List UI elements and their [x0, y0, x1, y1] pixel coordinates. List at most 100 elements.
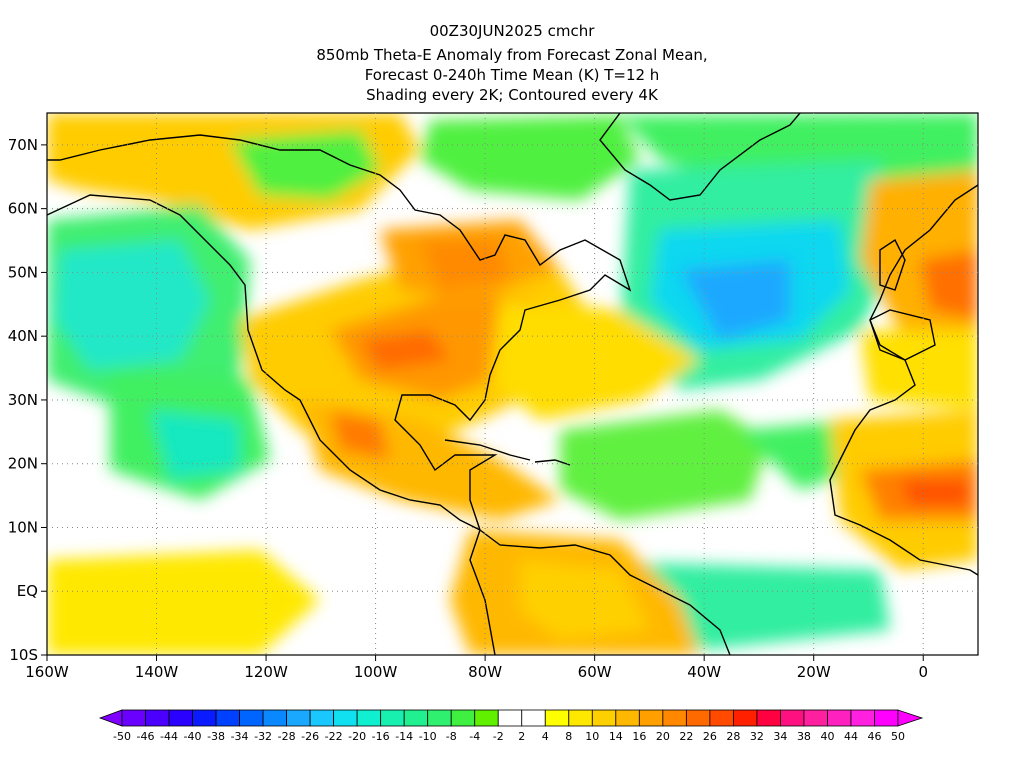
colorbar-label: 40 [820, 730, 834, 743]
colorbar-swatch [309, 709, 335, 727]
north-america-coast [47, 134, 632, 531]
lon-tick-label: 120W [244, 663, 288, 681]
hispaniola-coast [534, 459, 571, 466]
colorbar-swatch [662, 709, 687, 727]
theta-e-anomaly-shading [47, 113, 978, 655]
colorbar-label: 50 [891, 730, 905, 743]
lon-tick-label: 80W [468, 663, 502, 681]
colorbar-label: 26 [703, 730, 717, 743]
lon-tick-label: 140W [135, 663, 179, 681]
colorbar-swatch [756, 709, 781, 727]
lat-tick-label: 60N [8, 200, 38, 218]
colorbar-label: -8 [446, 730, 457, 743]
africa-europe-coast [829, 184, 978, 576]
colorbar-label: 46 [867, 730, 881, 743]
lat-lon-gridlines [47, 113, 978, 655]
title-line-3: Forecast 0-240h Time Mean (K) T=12 h [364, 66, 660, 84]
lon-tick-label: 100W [354, 663, 398, 681]
title-line-1: 00Z30JUN2025 cmchr [429, 22, 595, 40]
colorbar-swatch [474, 709, 499, 727]
colorbar: -50 -46 -44 -40 -38 -34 -32 -28 -26 -22 -20 -16 -14-… [98, 709, 924, 743]
colorbar-label: -10 [419, 730, 437, 743]
colorbar-label: -40 [184, 730, 202, 743]
iberia-coast [869, 309, 936, 361]
colorbar-label: 16 [632, 730, 646, 743]
colorbar-swatch [168, 709, 193, 727]
colorbar-swatch [286, 709, 311, 727]
longitude-axis: 160W 140W 120W 100W 80W 60W 40W 20W 0 [25, 655, 928, 681]
map-frame [46, 112, 979, 656]
colorbar-swatch [732, 709, 758, 727]
colorbar-right-arrow [897, 709, 924, 727]
colorbar-swatch [780, 709, 805, 727]
colorbar-label: -4 [469, 730, 480, 743]
latitude-axis: 10S EQ 10N 20N 30N 40N 50N 60N 70N [8, 136, 47, 664]
colorbar-label: -26 [301, 730, 319, 743]
lat-tick-label: 50N [8, 263, 38, 281]
colorbar-swatch [262, 709, 288, 727]
colorbar-label: 22 [679, 730, 693, 743]
colorbar-swatch [450, 709, 476, 727]
colorbar-label: -22 [325, 730, 343, 743]
colorbar-swatch [827, 709, 852, 727]
colorbar-label: -20 [348, 730, 366, 743]
colorbar-label: -34 [231, 730, 249, 743]
colorbar-label: -38 [207, 730, 225, 743]
colorbar-swatch [239, 709, 264, 727]
colorbar-swatch [521, 709, 546, 727]
colorbar-swatch [874, 709, 899, 727]
colorbar-swatch [403, 709, 429, 727]
title-line-4: Shading every 2K; Contoured every 4K [366, 86, 658, 104]
colorbar-swatch [121, 709, 146, 727]
colorbar-swatch [568, 709, 593, 727]
colorbar-swatch [685, 709, 711, 727]
colorbar-label: 44 [844, 730, 858, 743]
lat-tick-label: EQ [17, 582, 38, 600]
cuba-coast [444, 439, 531, 461]
colorbar-swatch [638, 709, 664, 727]
lat-tick-label: 70N [8, 136, 38, 154]
lat-tick-label: 10N [8, 518, 38, 536]
south-america-coast [469, 529, 731, 655]
colorbar-swatch [544, 709, 570, 727]
colorbar-label: -16 [372, 730, 390, 743]
colorbar-swatch [709, 709, 734, 727]
colorbar-label: -44 [160, 730, 178, 743]
colorbar-swatch [591, 709, 617, 727]
british-isles-coast [879, 238, 906, 291]
colorbar-label: -2 [493, 730, 504, 743]
colorbar-label: 20 [656, 730, 670, 743]
colorbar-label: 4 [542, 730, 549, 743]
colorbar-swatch [427, 709, 452, 727]
lon-tick-label: 0 [918, 663, 928, 681]
colorbar-swatch [380, 709, 405, 727]
coastlines [47, 113, 978, 655]
colorbar-label: -46 [137, 730, 155, 743]
lon-tick-label: 20W [797, 663, 831, 681]
colorbar-left-arrow [98, 709, 123, 727]
colorbar-label: -28 [278, 730, 296, 743]
colorbar-swatch [333, 709, 358, 727]
colorbar-swatch [497, 709, 523, 727]
colorbar-label: 34 [773, 730, 787, 743]
lon-tick-label: 40W [687, 663, 721, 681]
colorbar-label: -50 [113, 730, 131, 743]
colorbar-swatch [215, 709, 240, 727]
lat-tick-label: 20N [8, 455, 38, 473]
colorbar-swatch [192, 709, 217, 727]
lat-tick-label: 10S [9, 646, 38, 664]
colorbar-label: 2 [518, 730, 525, 743]
colorbar-label: -32 [254, 730, 272, 743]
colorbar-label: 32 [750, 730, 764, 743]
lon-tick-label: 160W [25, 663, 69, 681]
colorbar-swatch [850, 709, 875, 727]
title-line-2: 850mb Theta-E Anomaly from Forecast Zona… [316, 46, 708, 64]
colorbar-swatch [615, 709, 640, 727]
colorbar-swatch [145, 709, 170, 727]
colorbar-label: 28 [726, 730, 740, 743]
colorbar-label: 10 [585, 730, 599, 743]
colorbar-swatch [803, 709, 828, 727]
greenland-coast [599, 113, 801, 201]
colorbar-label: 14 [609, 730, 623, 743]
